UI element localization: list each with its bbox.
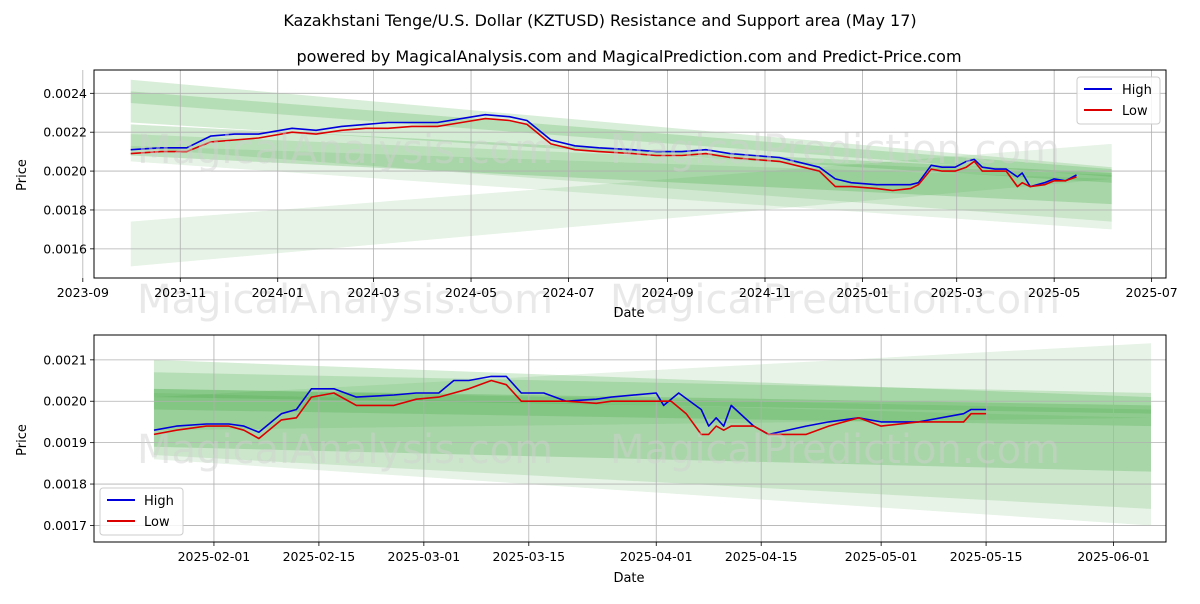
x-tick-label-0-3: 2024-03 (347, 285, 399, 300)
top-gridlines (82, 70, 1166, 278)
band-0-4 (130, 145, 1112, 230)
top-price-lines (130, 113, 1077, 192)
band-0-1 (130, 91, 1112, 183)
bottom-watermark-right: MagicalPrediction.com (610, 427, 1060, 473)
x-tick-label-1-2: 2025-03-01 (388, 549, 461, 564)
series-line-1-Low (153, 379, 987, 440)
y-tick-label-1-4: 0.0021 (43, 352, 87, 367)
x-tick-label-1-5: 2025-04-15 (725, 549, 798, 564)
x-tick-label-0-1: 2023-11 (154, 285, 206, 300)
x-tick-label-0-6: 2024-09 (641, 285, 693, 300)
x-tick-label-0-11: 2025-07 (1126, 285, 1178, 300)
bottom-legend-high-label: High (144, 494, 174, 509)
y-tick-label-1-2: 0.0019 (43, 435, 87, 450)
y-tick-label-1-0: 0.0017 (43, 518, 87, 533)
top-resistance-support-bands (130, 79, 1112, 267)
top-watermark-left-2: MagicalAnalysis.com (137, 277, 553, 323)
chart-title: Kazakhstani Tenge/U.S. Dollar (KZTUSD) R… (283, 11, 916, 30)
top-legend-high-label: High (1122, 83, 1152, 98)
plot-frame-0 (93, 69, 1167, 279)
x-tick-label-0-0: 2023-09 (57, 285, 109, 300)
x-tick-label-1-4: 2025-04-01 (620, 549, 693, 564)
bottom-legend: High Low (99, 487, 184, 536)
top-panel: MagicalAnalysis.com MagicalPrediction.co… (15, 69, 1178, 323)
top-legend-low-label: Low (1122, 104, 1148, 119)
band-1-3 (153, 388, 1152, 509)
bottom-y-axis-label: Price (15, 424, 30, 456)
plot-frame-1 (93, 334, 1167, 543)
x-tick-label-1-1: 2025-02-15 (283, 549, 356, 564)
x-tick-label-0-9: 2025-03 (931, 285, 983, 300)
band-1-4 (153, 392, 1152, 526)
bottom-legend-low-label: Low (144, 515, 170, 530)
x-tick-label-0-5: 2024-07 (542, 285, 594, 300)
x-tick-label-0-4: 2024-05 (445, 285, 497, 300)
x-tick-label-1-6: 2025-05-01 (845, 549, 918, 564)
top-axes: 2023-09 2023-11 2024-01 2024-03 2024-05 2024-… (43, 69, 1178, 300)
bottom-watermark-left: MagicalAnalysis.com (137, 427, 553, 473)
series-line-0-High (130, 113, 1077, 188)
x-tick-label-0-8: 2025-01 (836, 285, 888, 300)
x-tick-label-0-7: 2024-11 (739, 285, 791, 300)
band-0-0 (130, 79, 1112, 177)
x-tick-label-0-10: 2025-05 (1028, 285, 1080, 300)
y-tick-label-0-3: 0.0022 (43, 125, 87, 140)
top-x-axis-label: Date (613, 306, 644, 321)
band-1-2 (153, 388, 1152, 472)
top-legend: High Low (1076, 76, 1161, 125)
top-y-axis-label: Price (15, 159, 30, 191)
x-tick-label-1-8: 2025-06-01 (1077, 549, 1150, 564)
bottom-panel: MagicalAnalysis.com MagicalPrediction.co… (15, 334, 1167, 586)
y-tick-label-0-4: 0.0024 (43, 86, 87, 101)
band-0-3 (130, 134, 1112, 222)
band-1-5 (153, 343, 1152, 431)
series-line-0-Low (130, 117, 1077, 192)
y-tick-label-0-2: 0.0020 (43, 164, 87, 179)
y-tick-label-1-3: 0.0020 (43, 394, 87, 409)
bottom-price-lines (153, 375, 987, 440)
y-tick-label-0-0: 0.0016 (43, 241, 87, 256)
x-tick-label-1-3: 2025-03-15 (492, 549, 565, 564)
x-tick-label-1-0: 2025-02-01 (178, 549, 251, 564)
y-tick-label-0-1: 0.0018 (43, 202, 87, 217)
y-tick-label-1-1: 0.0018 (43, 477, 87, 492)
bottom-x-axis-label: Date (613, 571, 644, 586)
top-watermark-right: MagicalPrediction.com (610, 127, 1060, 173)
top-watermark-right-2: MagicalPrediction.com (610, 277, 1060, 323)
bottom-axes: 2025-02-01 2025-02-15 2025-03-01 2025-03-15… (43, 334, 1167, 564)
x-tick-label-0-2: 2024-01 (252, 285, 304, 300)
x-tick-label-1-7: 2025-05-15 (950, 549, 1023, 564)
band-0-5 (130, 143, 1112, 267)
top-watermark-left: MagicalAnalysis.com (137, 127, 553, 173)
bottom-gridlines (94, 335, 1166, 542)
chart-subtitle: powered by MagicalAnalysis.com and Magic… (296, 47, 961, 66)
